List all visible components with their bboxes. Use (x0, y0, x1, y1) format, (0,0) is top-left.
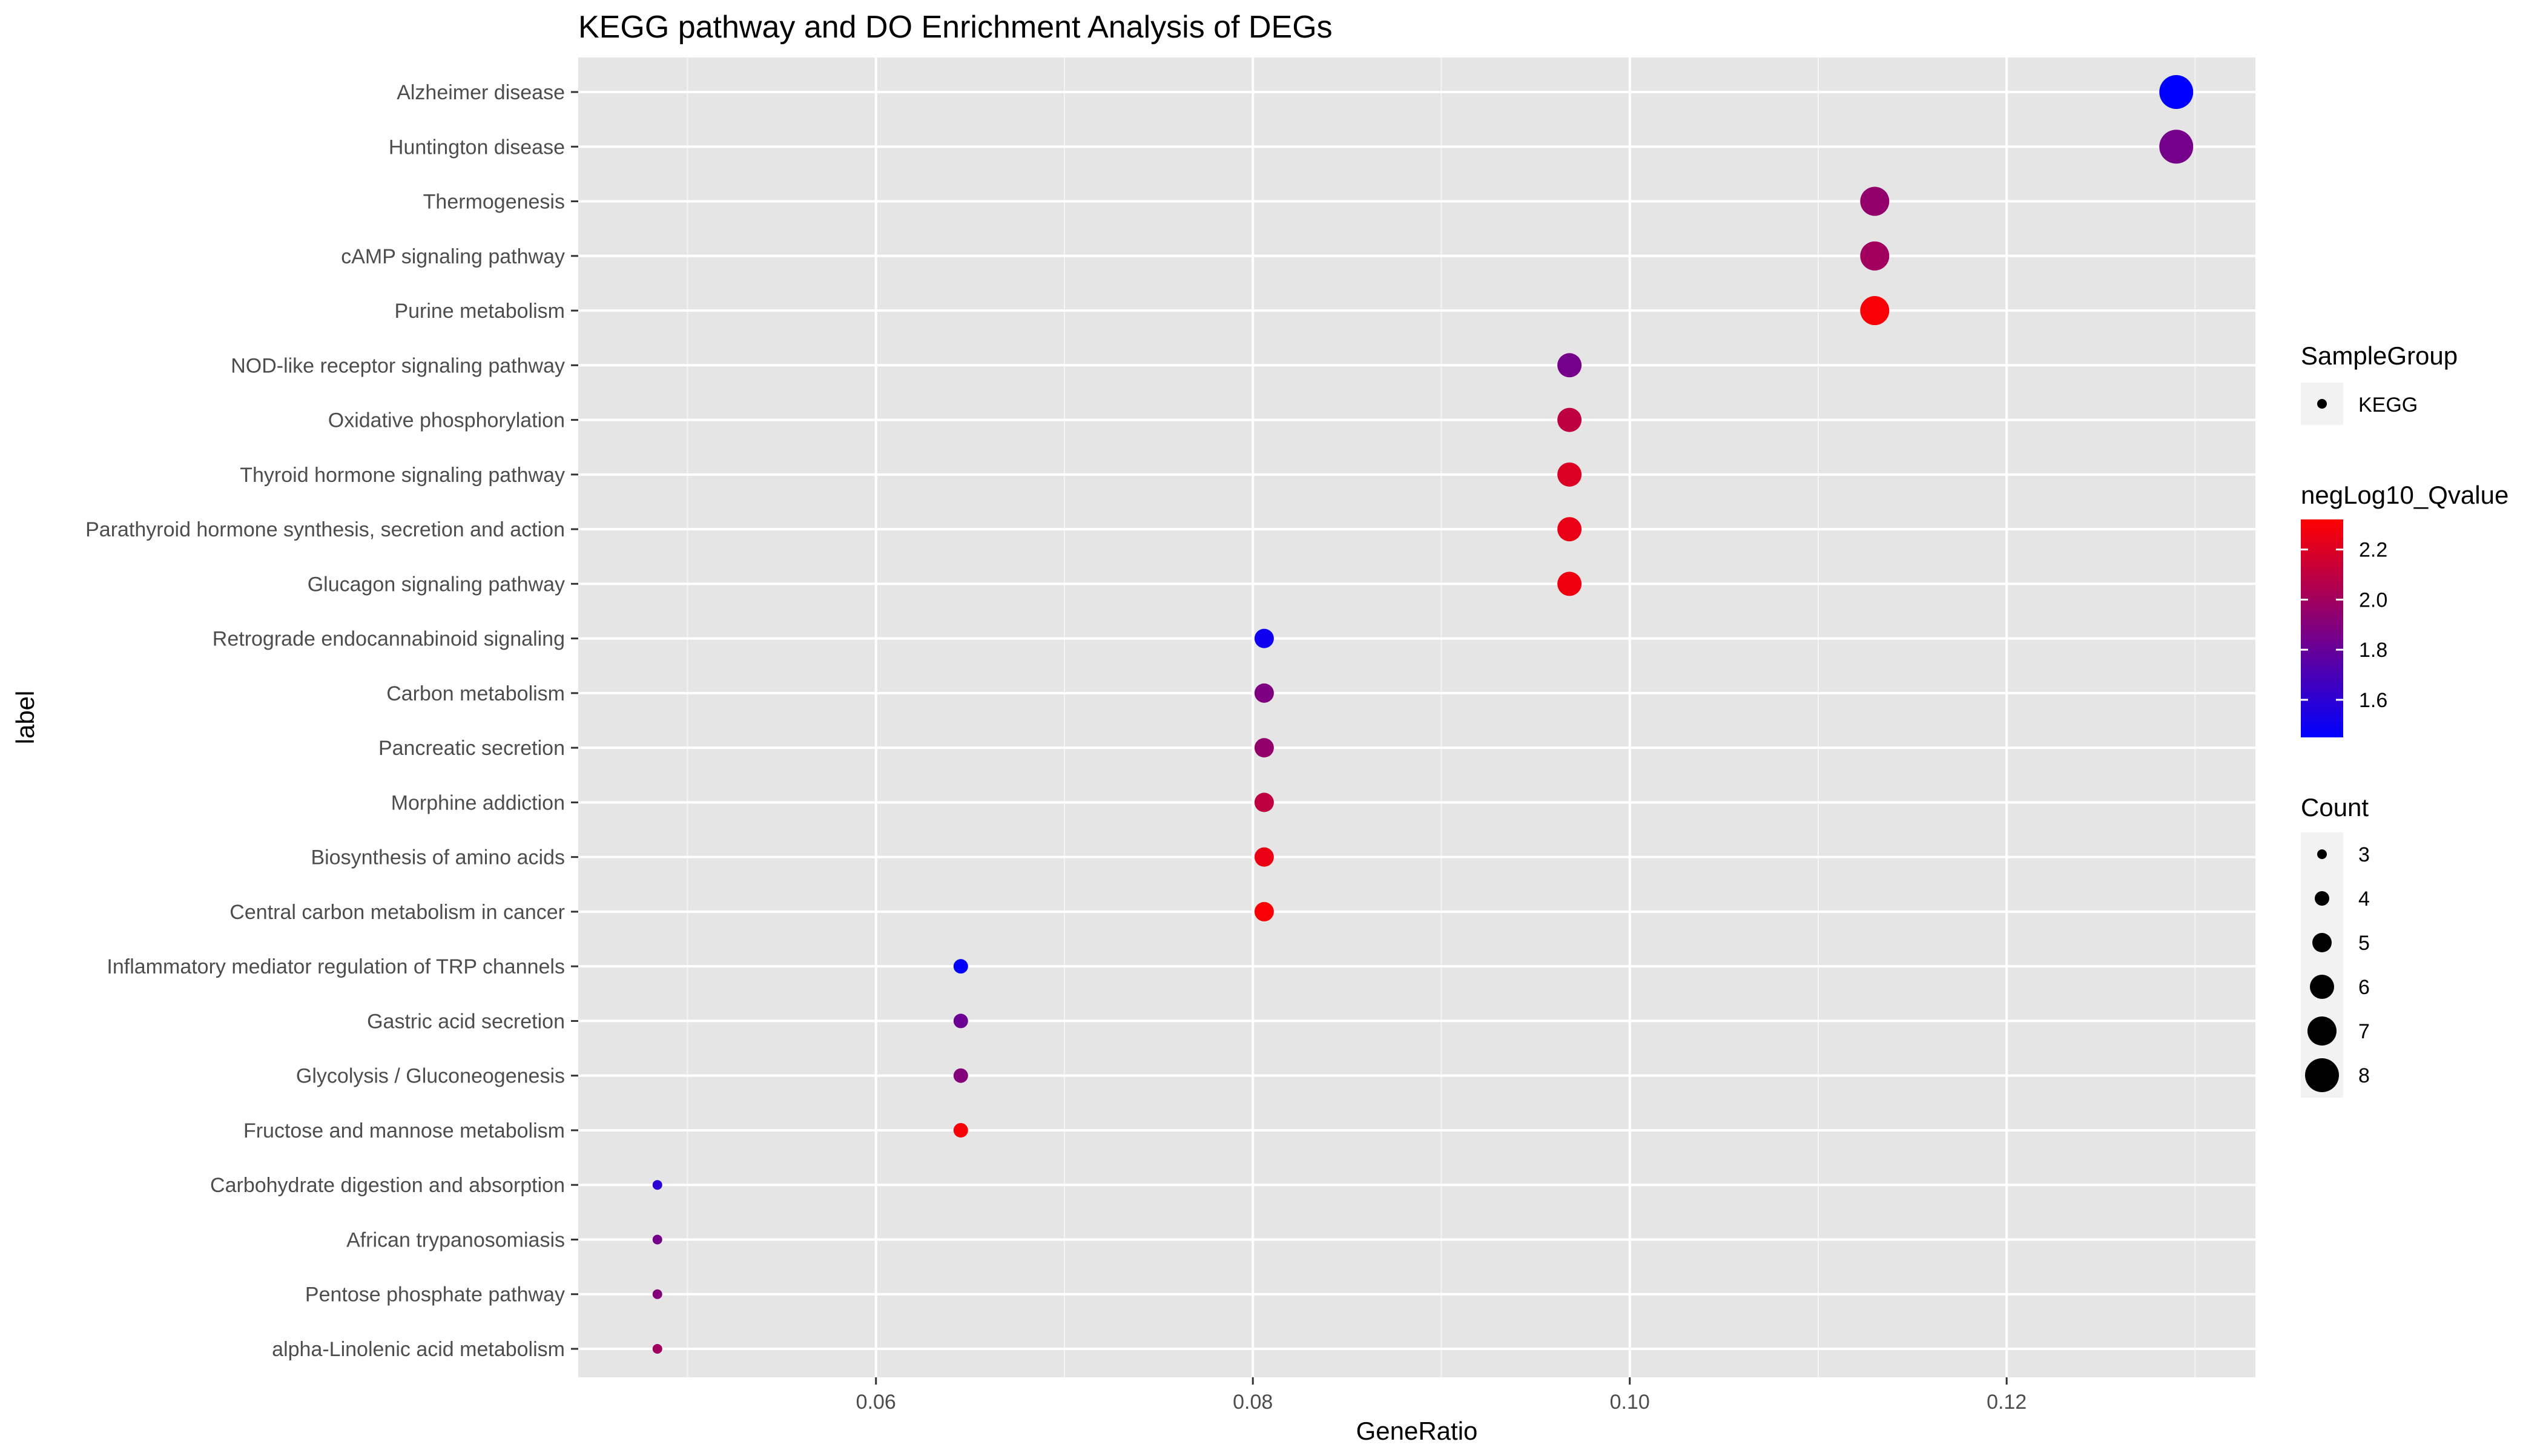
data-point (1254, 901, 1274, 921)
data-points (652, 75, 2194, 1354)
legend-count-label: 7 (2358, 1020, 2370, 1043)
grid-major-x-lines (874, 58, 2008, 1377)
legend-count-keys: 3 4 5 6 7 8 (2305, 843, 2370, 1092)
y-axis-tick-label: Oxidative phosphorylation (328, 409, 565, 432)
legend-count: Count 3 4 5 6 7 8 (2301, 793, 2370, 1098)
legend-colorbar-ticks: 1.6 1.8 2.0 2.2 (2301, 539, 2387, 712)
y-axis-tick-label: Thyroid hormone signaling pathway (240, 464, 565, 487)
data-point (1557, 572, 1582, 596)
y-axis-tick-label: Glycolysis / Gluconeogenesis (296, 1065, 565, 1088)
plot-panel (578, 58, 2255, 1377)
x-axis-ticks (875, 1377, 2008, 1385)
y-axis-tick-label: Carbon metabolism (386, 682, 565, 705)
colorbar-tick-label: 1.8 (2359, 639, 2387, 662)
legend-count-key-dot (2307, 1016, 2337, 1046)
data-point (1557, 462, 1582, 487)
data-point (953, 959, 968, 974)
y-axis-tick-label: Alzheimer disease (397, 81, 565, 104)
grid-major-y-lines (578, 91, 2255, 1350)
legend-count-label: 6 (2358, 976, 2370, 999)
legend-count-title: Count (2301, 793, 2369, 822)
y-axis-tick-label: Inflammatory mediator regulation of TRP … (107, 955, 565, 978)
x-axis-tick-label: 0.06 (856, 1391, 896, 1414)
legend-count-label: 4 (2358, 888, 2370, 911)
y-axis-tick-label: Gastric acid secretion (367, 1010, 565, 1033)
y-axis-ticks (571, 91, 578, 1350)
data-point (2159, 75, 2194, 109)
data-point (1860, 296, 1890, 326)
legend-count-label: 5 (2358, 932, 2370, 955)
data-point (1254, 847, 1274, 867)
x-axis-tick-label: 0.08 (1233, 1391, 1273, 1414)
x-axis-tick-label: 0.12 (1987, 1391, 2027, 1414)
y-axis-tick-labels: Alzheimer disease Huntington disease Therm… (85, 81, 565, 1361)
y-axis-tick-label: Fructose and mannose metabolism (243, 1119, 565, 1142)
data-point (1860, 241, 1890, 271)
data-point (953, 1068, 968, 1083)
y-axis-tick-label: Central carbon metabolism in cancer (229, 901, 565, 924)
data-point (652, 1289, 662, 1299)
legend-count-key-dot (2317, 849, 2327, 859)
data-point (1254, 792, 1274, 812)
colorbar-tick-label: 1.6 (2359, 689, 2387, 712)
colorbar-tick-label: 2.0 (2359, 588, 2387, 611)
data-point (953, 1122, 968, 1138)
x-axis-tick-label: 0.10 (1610, 1391, 1650, 1414)
data-point (1557, 353, 1582, 378)
legend-count-label: 3 (2358, 843, 2370, 866)
y-axis-tick-label: Thermogenesis (423, 191, 565, 214)
data-point (2159, 130, 2194, 164)
data-point (1860, 186, 1890, 216)
legend-count-key-dot (2315, 891, 2329, 906)
data-point (652, 1344, 662, 1354)
data-point (1557, 407, 1582, 432)
legend-sample-group-title: SampleGroup (2301, 341, 2458, 370)
legend-sample-group: SampleGroup KEGG (2301, 341, 2458, 425)
y-axis-tick-label: Carbohydrate digestion and absorption (210, 1174, 565, 1197)
y-axis-tick-label: Pentose phosphate pathway (305, 1283, 565, 1306)
x-axis-title: GeneRatio (1356, 1417, 1478, 1445)
y-axis-tick-label: African trypanosomiasis (346, 1228, 565, 1251)
data-point (652, 1234, 662, 1245)
y-axis-tick-label: Biosynthesis of amino acids (311, 846, 565, 869)
legend-sample-group-item: KEGG (2358, 394, 2418, 417)
y-axis-tick-label: Glucagon signaling pathway (308, 573, 565, 596)
y-axis-tick-label: Retrograde endocannabinoid signaling (213, 628, 565, 651)
y-axis-tick-label: NOD-like receptor signaling pathway (231, 354, 565, 377)
legend-colorbar (2301, 519, 2343, 737)
data-point (1254, 683, 1274, 703)
y-axis-tick-label: Purine metabolism (394, 300, 565, 323)
legend-count-key-dot (2310, 975, 2334, 999)
data-point (1254, 628, 1274, 648)
legend-count-label: 8 (2358, 1064, 2370, 1087)
y-axis-tick-label: alpha-Linolenic acid metabolism (272, 1338, 565, 1361)
colorbar-tick-label: 2.2 (2359, 539, 2387, 562)
data-point (953, 1013, 968, 1029)
y-axis-tick-label: Morphine addiction (391, 791, 565, 814)
y-axis-tick-label: cAMP signaling pathway (341, 245, 565, 268)
grid-minor-lines (687, 58, 2196, 1377)
x-axis-tick-labels: 0.06 0.08 0.10 0.12 (856, 1391, 2027, 1414)
legend-count-key-dot (2312, 933, 2332, 952)
legend-count-key-background (2301, 832, 2343, 1098)
chart-title: KEGG pathway and DO Enrichment Analysis … (578, 10, 1333, 45)
legend-color: negLog10_Qvalue 1.6 1.8 2.0 2.2 (2301, 481, 2508, 737)
data-point (1557, 517, 1582, 542)
data-point (1254, 738, 1274, 758)
y-axis-tick-label: Parathyroid hormone synthesis, secretion… (85, 518, 565, 541)
y-axis-title: label (11, 691, 39, 745)
y-axis-tick-label: Huntington disease (389, 136, 565, 159)
legend-color-title: negLog10_Qvalue (2301, 481, 2508, 509)
y-axis-tick-label: Pancreatic secretion (378, 737, 565, 760)
legend-sample-group-key-dot (2317, 399, 2327, 409)
legend-count-key-dot (2305, 1058, 2339, 1092)
data-point (652, 1180, 662, 1190)
